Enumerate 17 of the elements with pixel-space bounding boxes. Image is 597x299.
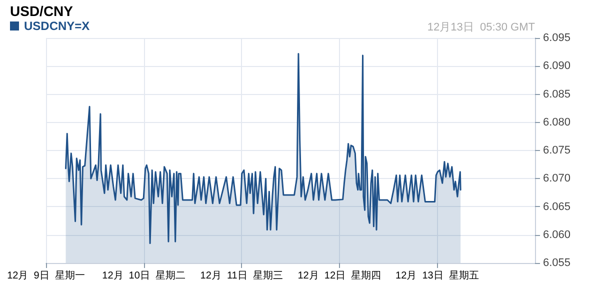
y-tick-label: 6.055 <box>543 257 571 269</box>
y-tick-label: 6.085 <box>543 88 571 100</box>
y-tick-label: 6.080 <box>543 116 571 128</box>
x-tick-label: 12月 9日 星期一 <box>7 270 85 282</box>
x-tick-label: 12月 12日 星期四 <box>298 270 382 282</box>
x-tick-label: 12月 11日 星期三 <box>200 270 283 282</box>
legend-label: USDCNY=X <box>24 19 90 33</box>
y-tick-label: 6.065 <box>543 200 571 213</box>
x-tick-label: 12月 10日 星期二 <box>102 270 186 282</box>
y-tick-label: 6.090 <box>543 60 571 72</box>
y-tick-label: 6.070 <box>543 172 571 185</box>
text: 12月13日 05:30 GMT <box>427 22 536 34</box>
chart-title: USD/CNY <box>10 3 74 19</box>
y-tick-label: 6.075 <box>543 144 571 156</box>
x-tick-label: 12月 13日 星期五 <box>396 270 479 282</box>
y-tick-label: 6.060 <box>543 228 571 241</box>
y-tick-label: 6.095 <box>543 32 571 44</box>
